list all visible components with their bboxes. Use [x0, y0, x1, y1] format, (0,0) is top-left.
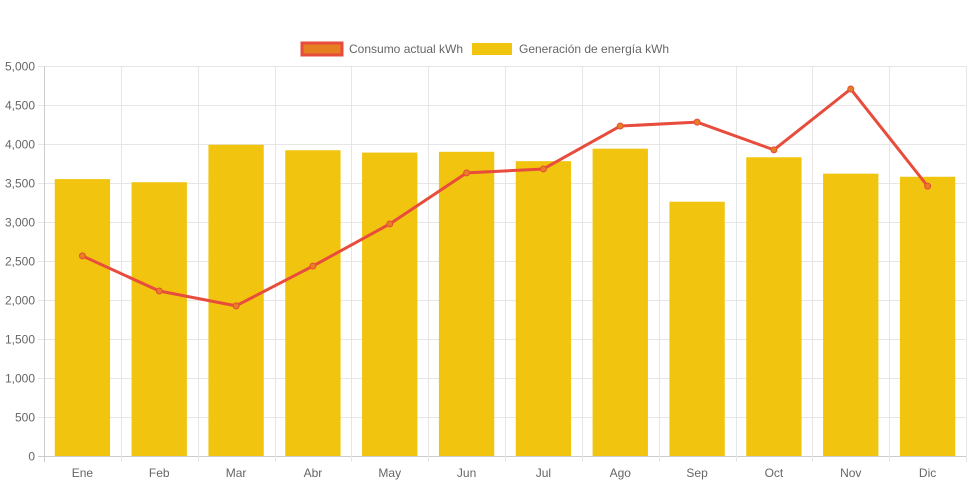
point-feb [155, 287, 163, 295]
legend-label-generacion: Generación de energía kWh [519, 42, 669, 56]
y-tick-label: 1,500 [5, 333, 35, 347]
bar-oct [746, 157, 802, 456]
point-nov [847, 85, 855, 93]
point-dic [924, 182, 932, 190]
legend-item-consumo[interactable]: Consumo actual kWh [300, 41, 463, 57]
legend-swatch-generacion [472, 43, 512, 55]
legend-swatch-consumo [300, 41, 344, 57]
legend-item-generacion[interactable]: Generación de energía kWh [472, 42, 669, 56]
point-sep [693, 118, 701, 126]
x-tick-label: Nov [840, 466, 861, 480]
x-axis: Ene Feb Mar Abr May Jun Jul Ago Sep Oct Nov Dic [72, 466, 937, 480]
y-tick-label: 2,000 [5, 294, 35, 308]
point-ago [616, 122, 624, 130]
bar-feb [131, 182, 187, 456]
bar-dic [899, 176, 956, 456]
bar-nov [823, 173, 879, 456]
consumo-line-path [81, 87, 929, 308]
y-tick-label: 0 [28, 450, 35, 464]
y-tick-label: 4,000 [5, 138, 35, 152]
line-consumo [78, 85, 932, 310]
grid [38, 66, 967, 462]
x-tick-label: Abr [304, 466, 323, 480]
point-jul [539, 165, 547, 173]
y-axis: 0 500 1,000 1,500 2,000 2,500 3,000 3,500 4,000 4… [5, 60, 35, 464]
y-tick-label: 5,000 [5, 60, 35, 74]
y-tick-label: 3,000 [5, 216, 35, 230]
x-tick-label: Sep [686, 466, 708, 480]
bar-mar [208, 144, 264, 456]
x-tick-label: Mar [226, 466, 247, 480]
x-tick-label: Feb [149, 466, 170, 480]
bar-may [362, 152, 418, 456]
point-ene [78, 252, 86, 260]
x-tick-label: Ago [610, 466, 632, 480]
bar-abr [285, 150, 341, 457]
x-tick-label: Jun [457, 466, 476, 480]
point-oct [770, 146, 778, 154]
legend: Consumo actual kWh Generación de energía… [300, 41, 669, 57]
bar-jul [515, 161, 572, 456]
bar-ago [592, 148, 648, 456]
point-may [386, 220, 394, 228]
point-abr [309, 262, 317, 270]
y-tick-label: 4,500 [5, 99, 35, 113]
bars-generacion [54, 144, 956, 457]
y-tick-label: 1,000 [5, 372, 35, 386]
x-tick-label: May [378, 466, 401, 480]
y-tick-label: 3,500 [5, 177, 35, 191]
x-tick-label: Jul [536, 466, 551, 480]
legend-label-consumo: Consumo actual kWh [349, 42, 463, 56]
x-tick-label: Ene [72, 466, 94, 480]
point-jun [463, 169, 471, 177]
bar-sep [669, 201, 725, 456]
y-tick-label: 2,500 [5, 255, 35, 269]
bar-jun [438, 151, 495, 457]
y-tick-label: 500 [15, 411, 35, 425]
x-tick-label: Dic [919, 466, 936, 480]
point-mar [232, 302, 240, 310]
bar-ene [54, 179, 111, 456]
x-tick-label: Oct [765, 466, 784, 480]
